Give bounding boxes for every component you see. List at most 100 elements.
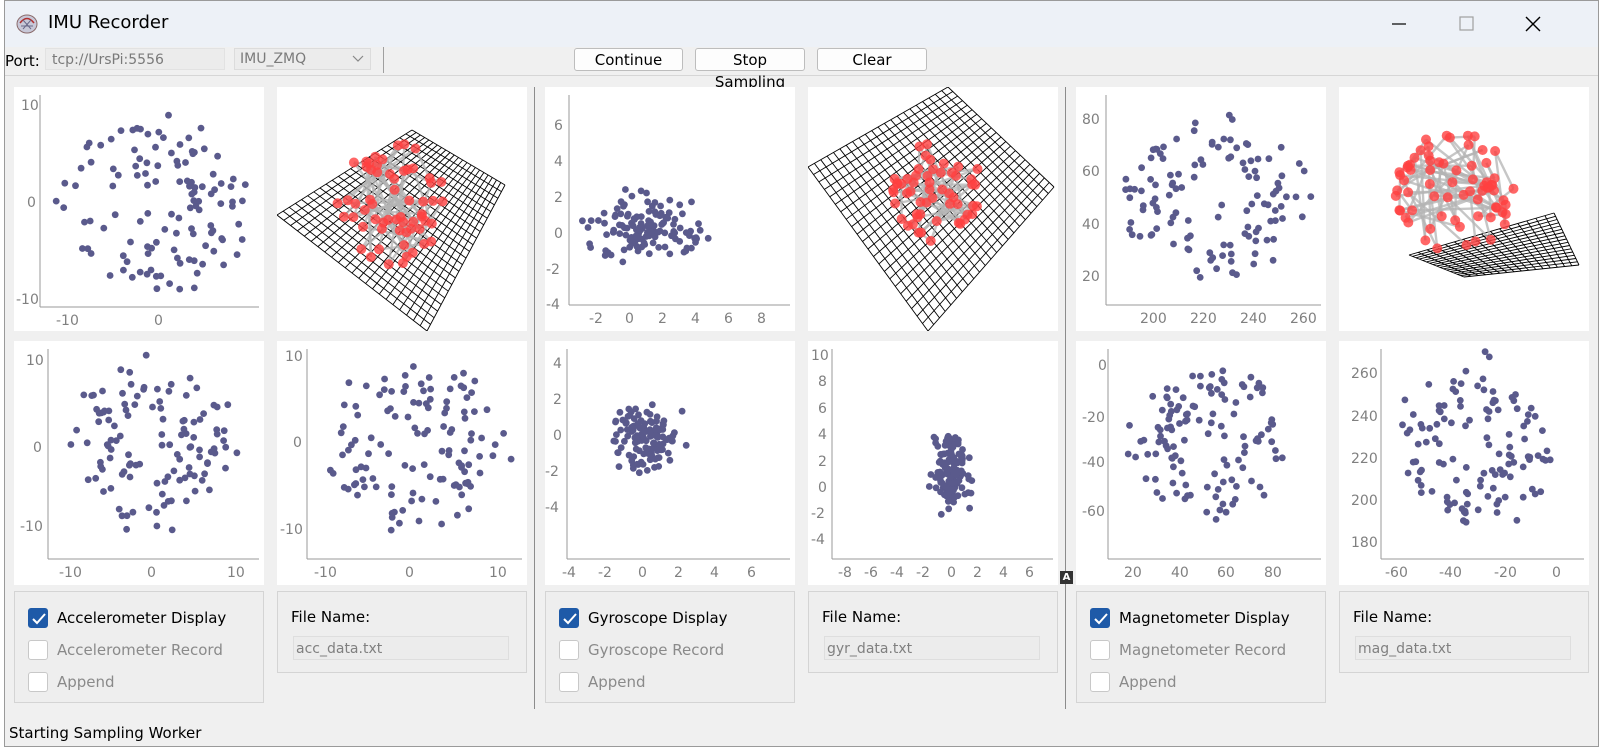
scatter-point [191, 472, 198, 480]
scatter-point [211, 186, 219, 194]
scatter-point [1179, 394, 1187, 402]
acc-xz-plot[interactable]: 10 0 -10 -10 0 10 [14, 341, 264, 585]
scatter-point [116, 432, 124, 440]
scatter-point [127, 460, 134, 468]
scatter-point [1208, 138, 1216, 146]
scatter-point [587, 217, 595, 225]
scatter-point [944, 497, 952, 505]
scatter-point-3d [920, 150, 931, 161]
protocol-select[interactable]: IMU_ZMQ [234, 48, 371, 70]
grid-line [941, 90, 1049, 194]
scatter-point [1239, 159, 1247, 167]
scatter-point [1139, 202, 1147, 210]
gyr-yz-xtick: 6 [1025, 565, 1034, 581]
scatter-point [123, 258, 131, 266]
scatter-point [648, 446, 656, 453]
continue-button[interactable]: Continue [574, 48, 683, 71]
scatter-point [642, 437, 650, 445]
scatter-point [1537, 488, 1545, 496]
scatter-point-3d [888, 184, 899, 195]
mag-3d-plot[interactable] [1339, 87, 1589, 331]
mag-3d-svg [1390, 130, 1580, 278]
maximize-button[interactable] [1432, 1, 1500, 47]
mag-xy-xtick: 220 [1190, 311, 1217, 327]
scatter-point [1203, 508, 1211, 516]
trace-line [1445, 135, 1497, 208]
main-window: IMU Recorder Port: tcp://UrsPi:5556 IMU_… [4, 0, 1599, 747]
clear-button[interactable]: Clear [817, 48, 927, 71]
mag-xy-plot[interactable]: 80 60 40 20 200 220 240 260 [1076, 87, 1326, 331]
scatter-point [197, 124, 205, 132]
scatter-point [438, 447, 446, 455]
scatter-point-3d [1477, 145, 1488, 155]
gyr-xz-svg: 4 2 0 -2 -4 -4 -2 0 2 4 6 [545, 349, 790, 581]
scatter-point [1485, 441, 1493, 449]
checkbox-box [559, 608, 579, 628]
scatter-point [1170, 240, 1177, 248]
scatter-point [1462, 488, 1470, 496]
scatter-point [465, 461, 473, 469]
acc-xy-plot[interactable]: 10 0 -10 -10 0 [14, 87, 264, 331]
scatter-point [1534, 452, 1542, 459]
scatter-point [688, 244, 695, 252]
scatter-point [1157, 432, 1164, 440]
scatter-point [152, 272, 160, 280]
scatter-point [339, 451, 346, 459]
accelerometer-file-input[interactable]: acc_data.txt [293, 636, 509, 660]
mag-yz-plot[interactable]: 260 240 220 200 180 -60 -40 -20 0 [1339, 341, 1589, 585]
scatter-point [1241, 449, 1248, 456]
scatter-point [1177, 457, 1185, 465]
gyr-yz-ytick: 2 [818, 454, 827, 470]
scatter-point [400, 388, 408, 395]
scatter-point [1248, 200, 1256, 208]
gyr-yz-plot[interactable]: 10 8 6 4 2 0 -2 -4 -8 -6 -4 -2 0 2 4 6 [808, 341, 1058, 585]
scatter-point [193, 384, 201, 392]
scatter-point [372, 483, 380, 491]
scatter-point [173, 451, 181, 458]
scatter-point [617, 426, 625, 434]
grid-line [947, 87, 1055, 188]
gyr-xy-plot[interactable]: 6 4 2 0 -2 -4 -2 0 2 4 6 8 [545, 87, 795, 331]
scatter-point [618, 222, 626, 229]
scatter-point [630, 415, 638, 422]
scatter-point [950, 464, 958, 471]
scatter-point [229, 202, 236, 210]
scatter-point [1147, 176, 1154, 183]
scatter-point [1451, 499, 1458, 507]
gyr-xy-xtick: 2 [658, 311, 667, 327]
close-button[interactable] [1499, 1, 1567, 47]
scatter-point [613, 431, 620, 438]
grid-line [922, 182, 1050, 324]
scatter-point [1159, 495, 1166, 502]
scatter-point-3d [408, 163, 419, 174]
port-input[interactable]: tcp://UrsPi:5556 [45, 48, 225, 70]
gyr-3d-plot[interactable] [808, 87, 1058, 331]
scatter-point [660, 219, 667, 227]
mag-xz-plot[interactable]: 0 -20 -40 -60 20 40 60 80 [1076, 341, 1326, 585]
mag-yz-ytick: 240 [1351, 409, 1378, 425]
mag-yz-ytick: 260 [1351, 366, 1378, 382]
scatter-point-3d [342, 195, 353, 206]
scatter-point [1142, 475, 1150, 483]
checkbox-box [28, 608, 48, 628]
scatter-point [220, 427, 228, 435]
grid-line [1463, 264, 1580, 278]
scatter-point [651, 464, 658, 471]
scatter-point [186, 182, 193, 190]
scatter-point [617, 210, 625, 218]
magnetometer-file-input[interactable]: mag_data.txt [1355, 636, 1571, 660]
scatter-point-3d [383, 259, 394, 270]
scatter-point [666, 456, 674, 464]
acc-yz-plot[interactable]: 10 0 -10 -10 0 10 [277, 341, 527, 585]
scatter-point [1220, 135, 1228, 143]
scatter-point-3d [1407, 205, 1418, 216]
minimize-button[interactable] [1365, 1, 1433, 47]
gyr-xz-ytick: -4 [545, 500, 559, 516]
scatter-point [1431, 435, 1439, 443]
scatter-point [612, 417, 620, 425]
autorange-button[interactable]: A [1060, 571, 1073, 584]
gyr-xz-plot[interactable]: 4 2 0 -2 -4 -4 -2 0 2 4 6 [545, 341, 795, 585]
acc-3d-plot[interactable] [277, 87, 527, 331]
gyroscope-file-input[interactable]: gyr_data.txt [824, 636, 1040, 660]
stop-sampling-button[interactable]: Stop Sampling [695, 48, 805, 91]
